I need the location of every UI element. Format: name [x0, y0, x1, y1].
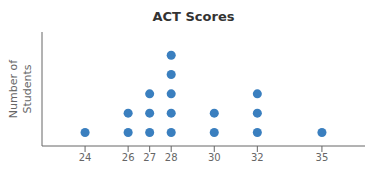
- svg-text:27: 27: [143, 152, 156, 163]
- svg-text:35: 35: [316, 152, 329, 163]
- svg-text:Number ofStudents: Number ofStudents: [8, 59, 33, 118]
- svg-text:26: 26: [122, 152, 135, 163]
- svg-text:30: 30: [208, 152, 221, 163]
- svg-text:28: 28: [165, 152, 178, 163]
- svg-text:24: 24: [79, 152, 92, 163]
- html-text:ACT Scores: ACT Scores: [152, 9, 235, 24]
- svg-text:32: 32: [251, 152, 264, 163]
